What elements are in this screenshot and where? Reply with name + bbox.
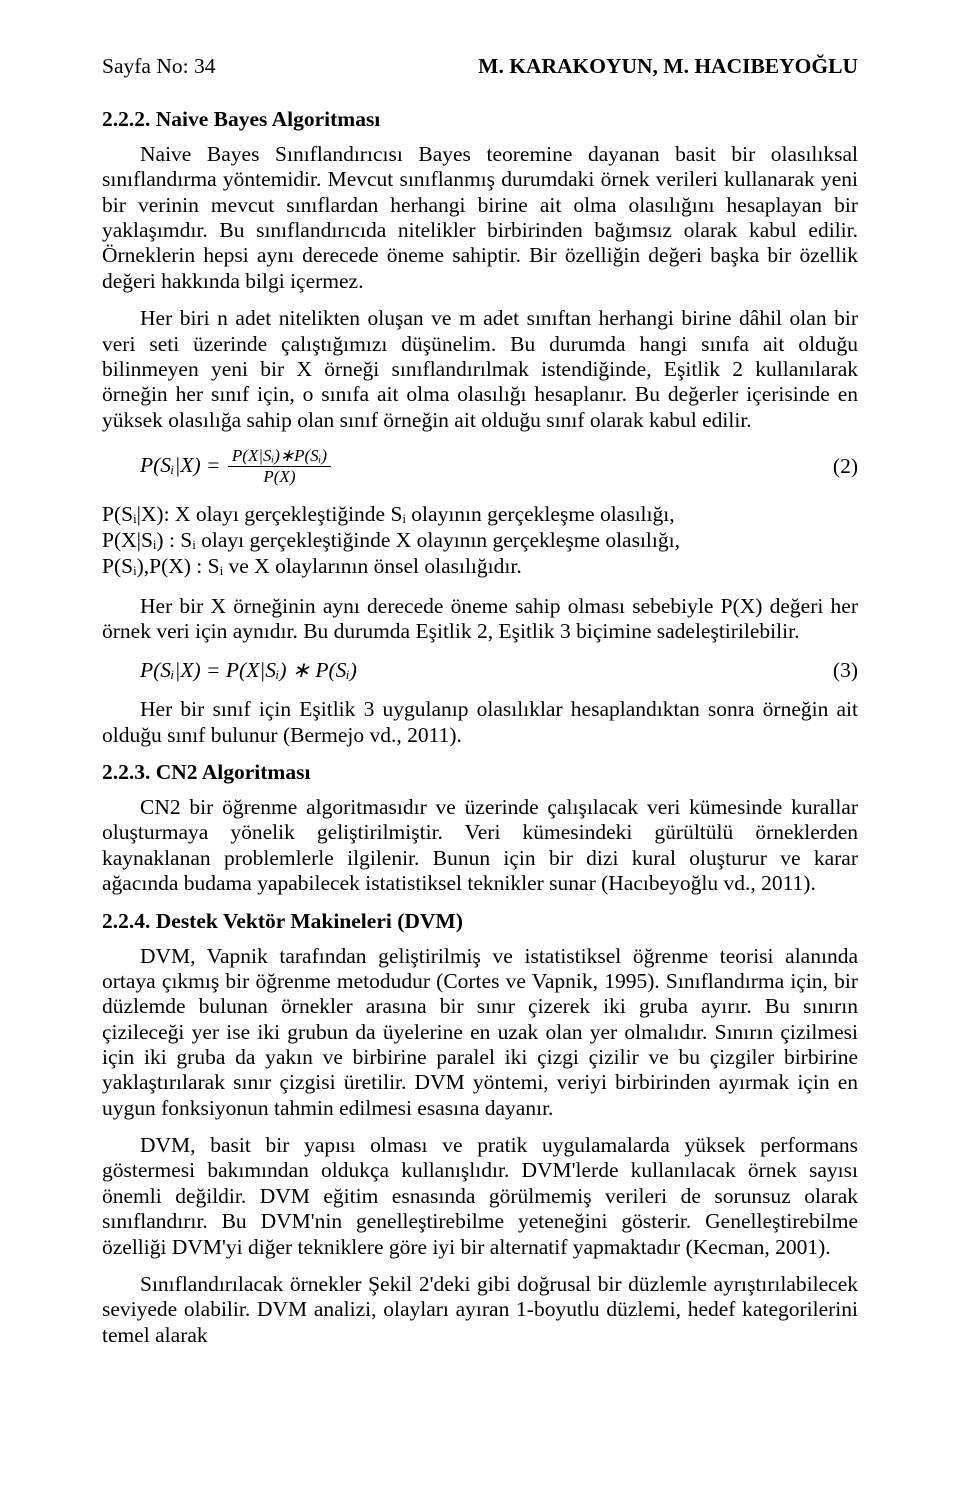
page-34: Sayfa No: 34 M. KARAKOYUN, M. HACIBEYOĞL… — [0, 0, 960, 1501]
page-number-label: Sayfa No: 34 — [102, 54, 215, 79]
heading-2-2-4: 2.2.4. Destek Vektör Makineleri (DVM) — [102, 909, 858, 934]
equation-3-number: (3) — [833, 658, 858, 683]
running-header: Sayfa No: 34 M. KARAKOYUN, M. HACIBEYOĞL… — [102, 54, 858, 79]
eq2-lhs: P(Sᵢ|X) = — [140, 453, 221, 477]
equation-3-row: P(Sᵢ|X) = P(X|Sᵢ) ∗ P(Sᵢ) (3) — [102, 658, 858, 683]
equation-2-number: (2) — [833, 454, 858, 479]
equation-2: P(Sᵢ|X) = P(X|Sᵢ)∗P(Sᵢ) P(X) — [102, 447, 333, 487]
def-p-si-given-x: P(Sᵢ|X): X olayı gerçekleştiğinde Sᵢ ola… — [102, 501, 858, 527]
para-223-1: CN2 bir öğrenme algoritmasıdır ve üzerin… — [102, 795, 858, 896]
eq2-denominator: P(X) — [228, 467, 331, 487]
para-224-2: DVM, basit bir yapısı olması ve pratik u… — [102, 1133, 858, 1260]
eq2-fraction: P(X|Sᵢ)∗P(Sᵢ) P(X) — [228, 447, 331, 487]
heading-2-2-3: 2.2.3. CN2 Algoritması — [102, 760, 858, 785]
para-224-1: DVM, Vapnik tarafından geliştirilmiş ve … — [102, 944, 858, 1122]
author-names: M. KARAKOYUN, M. HACIBEYOĞLU — [478, 54, 858, 79]
para-222-2: Her biri n adet nitelikten oluşan ve m a… — [102, 306, 858, 433]
equation-3: P(Sᵢ|X) = P(X|Sᵢ) ∗ P(Sᵢ) — [102, 658, 357, 683]
para-222-4: Her bir sınıf için Eşitlik 3 uygulanıp o… — [102, 697, 858, 748]
eq2-numerator: P(X|Sᵢ)∗P(Sᵢ) — [228, 447, 331, 467]
heading-2-2-2: 2.2.2. Naive Bayes Algoritması — [102, 107, 858, 132]
probability-definitions: P(Sᵢ|X): X olayı gerçekleştiğinde Sᵢ ola… — [102, 501, 858, 580]
para-222-1: Naive Bayes Sınıflandırıcısı Bayes teore… — [102, 142, 858, 294]
para-224-3: Sınıflandırılacak örnekler Şekil 2'deki … — [102, 1272, 858, 1348]
para-222-3: Her bir X örneğinin aynı derecede öneme … — [102, 594, 858, 645]
def-prior-probabilities: P(Sᵢ),P(X) : Sᵢ ve X olaylarının önsel o… — [102, 553, 858, 579]
equation-2-row: P(Sᵢ|X) = P(X|Sᵢ)∗P(Sᵢ) P(X) (2) — [102, 447, 858, 487]
def-p-x-given-si: P(X|Sᵢ) : Sᵢ olayı gerçekleştiğinde X ol… — [102, 527, 858, 553]
